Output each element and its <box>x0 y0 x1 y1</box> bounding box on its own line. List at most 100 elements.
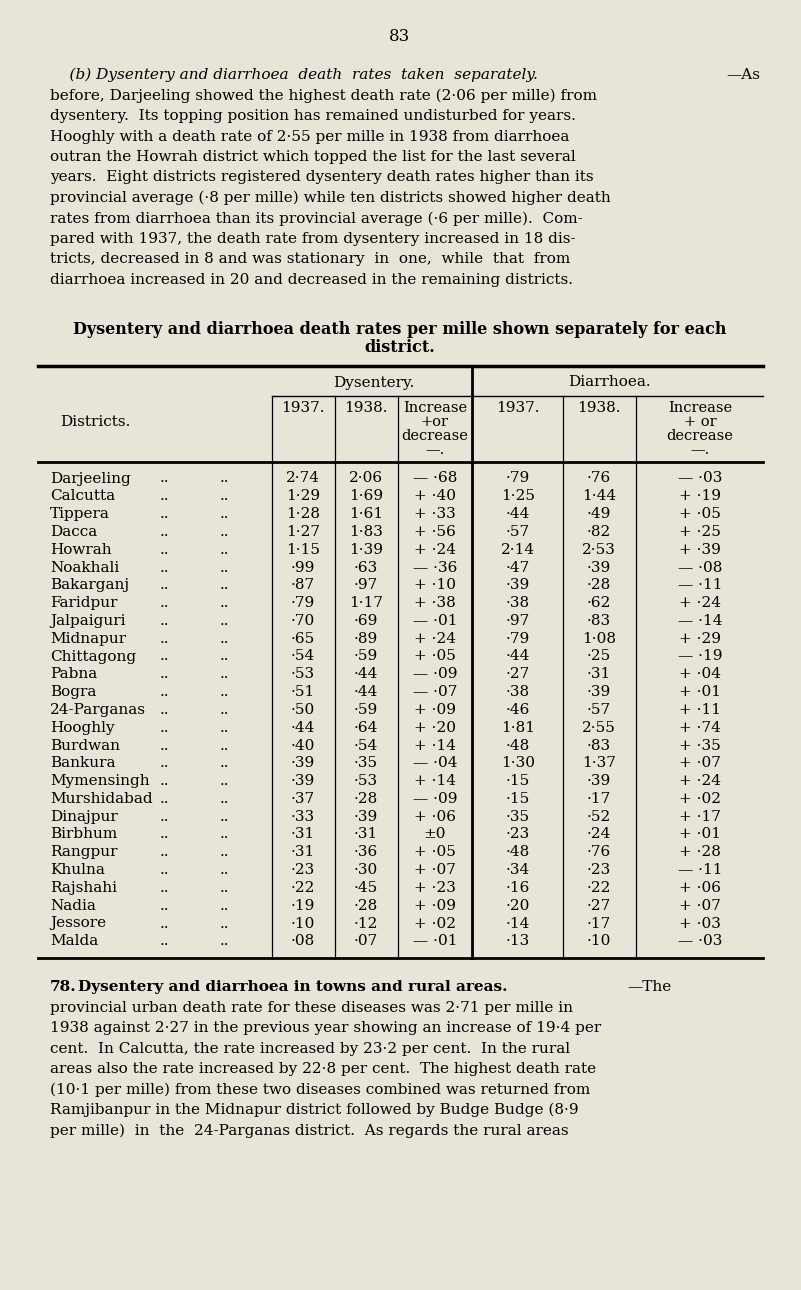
Text: ·76: ·76 <box>587 472 611 485</box>
Text: ·89: ·89 <box>354 632 378 646</box>
Text: —As: —As <box>726 68 760 83</box>
Text: — ·01: — ·01 <box>413 934 457 948</box>
Text: ..: .. <box>220 863 230 877</box>
Text: 1·44: 1·44 <box>582 489 616 503</box>
Text: ·48: ·48 <box>506 738 530 752</box>
Text: ·38: ·38 <box>506 596 530 610</box>
Text: + ·38: + ·38 <box>414 596 456 610</box>
Text: ..: .. <box>220 845 230 859</box>
Text: 1·83: 1·83 <box>349 525 383 539</box>
Text: + ·19: + ·19 <box>679 489 721 503</box>
Text: ·30: ·30 <box>354 863 378 877</box>
Text: ·15: ·15 <box>506 792 530 806</box>
Text: ..: .. <box>160 632 170 646</box>
Text: ·10: ·10 <box>587 934 611 948</box>
Text: ·28: ·28 <box>354 792 378 806</box>
Text: + ·03: + ·03 <box>679 916 721 930</box>
Text: + ·07: + ·07 <box>679 899 721 913</box>
Text: + ·29: + ·29 <box>679 632 721 646</box>
Text: ·63: ·63 <box>354 560 378 574</box>
Text: ..: .. <box>220 810 230 824</box>
Text: 1·17: 1·17 <box>349 596 383 610</box>
Text: ·23: ·23 <box>587 863 611 877</box>
Text: (10·1 per mille) from these two diseases combined was returned from: (10·1 per mille) from these two diseases… <box>50 1082 590 1096</box>
Text: ..: .. <box>220 525 230 539</box>
Text: 2·06: 2·06 <box>349 472 383 485</box>
Text: ·31: ·31 <box>587 667 611 681</box>
Text: 2·53: 2·53 <box>582 543 616 557</box>
Text: Birbhum: Birbhum <box>50 827 117 841</box>
Text: Rajshahi: Rajshahi <box>50 881 117 895</box>
Text: ·38: ·38 <box>506 685 530 699</box>
Text: + ·74: + ·74 <box>679 721 721 735</box>
Text: ·82: ·82 <box>587 525 611 539</box>
Text: ..: .. <box>220 649 230 663</box>
Text: ..: .. <box>220 667 230 681</box>
Text: ·39: ·39 <box>506 578 530 592</box>
Text: 1937.: 1937. <box>497 401 540 415</box>
Text: + ·11: + ·11 <box>679 703 721 717</box>
Text: provincial urban death rate for these diseases was 2·71 per mille in: provincial urban death rate for these di… <box>50 1001 573 1015</box>
Text: ·46: ·46 <box>505 703 530 717</box>
Text: ..: .. <box>160 596 170 610</box>
Text: Mymensingh: Mymensingh <box>50 774 150 788</box>
Text: + ·05: + ·05 <box>414 845 456 859</box>
Text: ..: .. <box>160 899 170 913</box>
Text: ..: .. <box>160 881 170 895</box>
Text: 1938.: 1938. <box>344 401 388 415</box>
Text: + ·24: + ·24 <box>414 632 456 646</box>
Text: Jessore: Jessore <box>50 916 106 930</box>
Text: Dysentery and diarrhoea in towns and rural areas.: Dysentery and diarrhoea in towns and rur… <box>78 980 508 995</box>
Text: ·12: ·12 <box>354 916 378 930</box>
Text: + ·24: + ·24 <box>679 596 721 610</box>
Text: ·35: ·35 <box>506 810 530 824</box>
Text: 1937.: 1937. <box>281 401 324 415</box>
Text: ..: .. <box>160 792 170 806</box>
Text: ·16: ·16 <box>505 881 530 895</box>
Text: 1·08: 1·08 <box>582 632 616 646</box>
Text: + ·05: + ·05 <box>679 507 721 521</box>
Text: ·22: ·22 <box>291 881 315 895</box>
Text: ..: .. <box>160 774 170 788</box>
Text: ..: .. <box>220 881 230 895</box>
Text: ..: .. <box>220 703 230 717</box>
Text: — ·03: — ·03 <box>678 472 723 485</box>
Text: Ramjibanpur in the Midnapur district followed by Budge Budge (8·9: Ramjibanpur in the Midnapur district fol… <box>50 1103 578 1117</box>
Text: — ·11: — ·11 <box>678 863 723 877</box>
Text: ..: .. <box>220 721 230 735</box>
Text: ·47: ·47 <box>506 560 530 574</box>
Text: Districts.: Districts. <box>60 415 131 430</box>
Text: Nadia: Nadia <box>50 899 96 913</box>
Text: Dysentery.: Dysentery. <box>333 375 415 390</box>
Text: decrease: decrease <box>401 430 469 444</box>
Text: ..: .. <box>220 543 230 557</box>
Text: 2·14: 2·14 <box>501 543 535 557</box>
Text: ..: .. <box>160 738 170 752</box>
Text: Dysentery and diarrhoea death rates per mille shown separately for each: Dysentery and diarrhoea death rates per … <box>73 321 727 338</box>
Text: ..: .. <box>220 472 230 485</box>
Text: ..: .. <box>160 667 170 681</box>
Text: + ·02: + ·02 <box>679 792 721 806</box>
Text: — ·36: — ·36 <box>413 560 457 574</box>
Text: ..: .. <box>160 614 170 628</box>
Text: ·39: ·39 <box>587 560 611 574</box>
Text: Dinajpur: Dinajpur <box>50 810 118 824</box>
Text: ·31: ·31 <box>291 827 315 841</box>
Text: Dacca: Dacca <box>50 525 97 539</box>
Text: ·97: ·97 <box>354 578 378 592</box>
Text: Darjeeling: Darjeeling <box>50 472 131 485</box>
Text: 78.: 78. <box>50 980 77 995</box>
Text: ·45: ·45 <box>354 881 378 895</box>
Text: + ·20: + ·20 <box>414 721 456 735</box>
Text: ·62: ·62 <box>587 596 611 610</box>
Text: ·39: ·39 <box>354 810 378 824</box>
Text: + ·14: + ·14 <box>414 774 456 788</box>
Text: —.: —. <box>425 444 445 458</box>
Text: ..: .. <box>220 756 230 770</box>
Text: — ·09: — ·09 <box>413 667 457 681</box>
Text: ·20: ·20 <box>505 899 530 913</box>
Text: ·79: ·79 <box>291 596 315 610</box>
Text: diarrhoea increased in 20 and decreased in the remaining districts.: diarrhoea increased in 20 and decreased … <box>50 273 573 286</box>
Text: ·44: ·44 <box>354 685 378 699</box>
Text: ·39: ·39 <box>587 685 611 699</box>
